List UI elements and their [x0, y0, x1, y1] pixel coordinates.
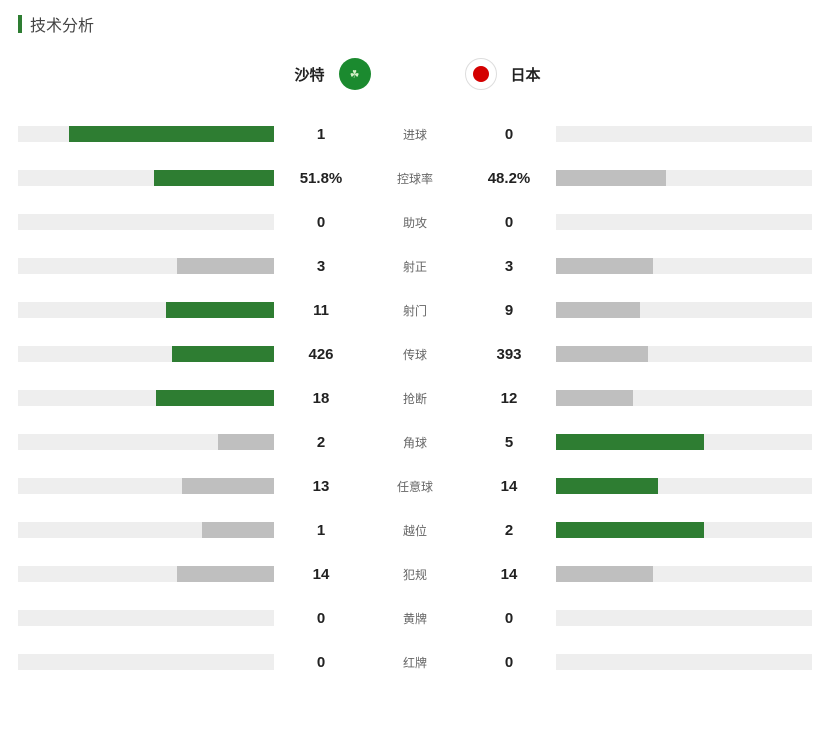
stat-row: 14犯规14	[18, 552, 817, 596]
stat-value-left: 18	[274, 390, 368, 407]
stat-row: 2角球5	[18, 420, 817, 464]
stat-row: 0黄牌0	[18, 596, 817, 640]
stat-value-right: 9	[462, 302, 556, 319]
team-right: 日本	[465, 58, 815, 90]
stat-value-left: 0	[274, 610, 368, 627]
section-title: 技术分析	[30, 12, 94, 36]
stat-label: 进球	[368, 126, 462, 143]
stat-bar-right	[556, 610, 812, 626]
stat-label: 控球率	[368, 170, 462, 187]
stat-bar-left	[18, 346, 274, 362]
stat-value-right: 0	[462, 610, 556, 627]
stats-table: 1进球051.8%控球率48.2%0助攻03射正311射门9426传球39318…	[18, 112, 817, 684]
stat-row: 51.8%控球率48.2%	[18, 156, 817, 200]
team-left-name: 沙特	[294, 64, 324, 85]
stat-bar-right	[556, 302, 812, 318]
stat-bar-right	[556, 522, 812, 538]
stat-value-right: 0	[462, 654, 556, 671]
stat-bar-left	[18, 610, 274, 626]
stat-bar-left	[18, 214, 274, 230]
stat-bar-left	[18, 170, 274, 186]
stat-value-right: 48.2%	[462, 170, 556, 187]
section-header: 技术分析	[18, 12, 817, 36]
stat-bar-right	[556, 214, 812, 230]
stat-label: 犯规	[368, 566, 462, 583]
stat-value-right: 3	[462, 258, 556, 275]
stat-row: 1进球0	[18, 112, 817, 156]
team-left-flag-icon: ☘	[339, 58, 371, 90]
stat-bar-left	[18, 258, 274, 274]
stat-value-left: 51.8%	[274, 170, 368, 187]
stat-value-left: 0	[274, 214, 368, 231]
teams-row: 沙特 ☘ 日本	[18, 58, 817, 90]
stat-label: 射门	[368, 302, 462, 319]
stat-label: 助攻	[368, 214, 462, 231]
stat-value-left: 0	[274, 654, 368, 671]
header-accent-bar	[18, 15, 22, 33]
stat-value-left: 2	[274, 434, 368, 451]
team-right-flag-icon	[465, 58, 497, 90]
stat-row: 0助攻0	[18, 200, 817, 244]
stat-row: 1越位2	[18, 508, 817, 552]
stat-value-right: 0	[462, 126, 556, 143]
stat-bar-left	[18, 522, 274, 538]
stat-bar-left	[18, 434, 274, 450]
team-right-name: 日本	[511, 64, 541, 85]
stat-bar-left	[18, 126, 274, 142]
stat-row: 3射正3	[18, 244, 817, 288]
stat-bar-right	[556, 170, 812, 186]
stat-label: 抢断	[368, 390, 462, 407]
stat-bar-left	[18, 390, 274, 406]
stat-row: 426传球393	[18, 332, 817, 376]
stat-label: 红牌	[368, 654, 462, 671]
stat-row: 13任意球14	[18, 464, 817, 508]
stat-bar-right	[556, 478, 812, 494]
stat-label: 任意球	[368, 478, 462, 495]
stat-row: 18抢断12	[18, 376, 817, 420]
team-left: 沙特 ☘	[21, 58, 371, 90]
stat-label: 越位	[368, 522, 462, 539]
stat-label: 角球	[368, 434, 462, 451]
stat-bar-right	[556, 258, 812, 274]
stat-value-right: 5	[462, 434, 556, 451]
stat-value-right: 14	[462, 478, 556, 495]
stat-row: 11射门9	[18, 288, 817, 332]
stat-value-left: 1	[274, 126, 368, 143]
stat-value-right: 14	[462, 566, 556, 583]
stat-value-left: 14	[274, 566, 368, 583]
stat-value-left: 13	[274, 478, 368, 495]
stat-bar-left	[18, 566, 274, 582]
stat-value-left: 1	[274, 522, 368, 539]
stat-bar-right	[556, 434, 812, 450]
stat-value-right: 0	[462, 214, 556, 231]
stat-value-left: 426	[274, 346, 368, 363]
stat-bar-right	[556, 654, 812, 670]
stat-value-right: 12	[462, 390, 556, 407]
stat-bar-left	[18, 302, 274, 318]
stat-bar-right	[556, 390, 812, 406]
stat-value-right: 2	[462, 522, 556, 539]
stat-label: 黄牌	[368, 610, 462, 627]
stat-value-left: 11	[274, 302, 368, 319]
stat-row: 0红牌0	[18, 640, 817, 684]
stat-label: 射正	[368, 258, 462, 275]
stat-bar-right	[556, 126, 812, 142]
stat-bar-right	[556, 346, 812, 362]
stat-value-right: 393	[462, 346, 556, 363]
stat-value-left: 3	[274, 258, 368, 275]
stat-bar-left	[18, 654, 274, 670]
stat-label: 传球	[368, 346, 462, 363]
stat-bar-left	[18, 478, 274, 494]
stat-bar-right	[556, 566, 812, 582]
